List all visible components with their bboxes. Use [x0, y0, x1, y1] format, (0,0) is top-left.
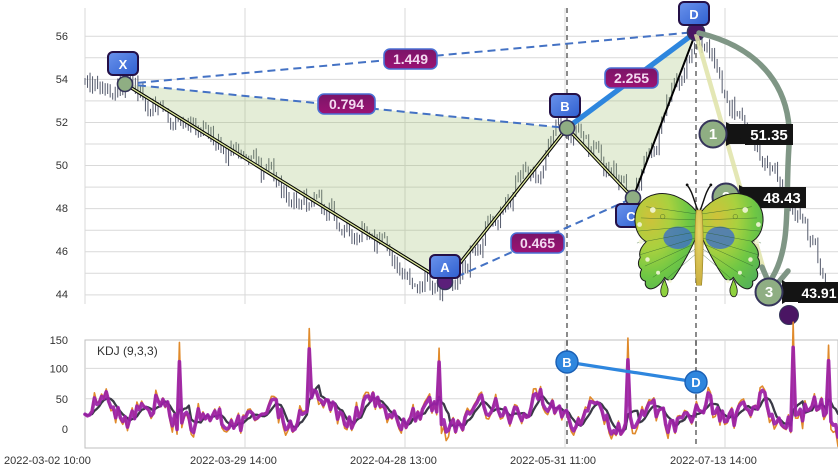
- svg-text:2.255: 2.255: [614, 70, 649, 86]
- svg-text:2022-07-13 14:00: 2022-07-13 14:00: [670, 455, 757, 467]
- svg-text:54: 54: [56, 74, 68, 86]
- svg-text:50: 50: [56, 160, 68, 172]
- svg-text:100: 100: [50, 363, 68, 375]
- svg-text:KDJ (9,3,3): KDJ (9,3,3): [97, 344, 158, 358]
- svg-text:44: 44: [56, 289, 68, 301]
- svg-text:1.449: 1.449: [393, 51, 428, 67]
- svg-text:X: X: [119, 57, 128, 72]
- svg-text:2022-03-02 10:00: 2022-03-02 10:00: [4, 455, 91, 467]
- svg-text:50: 50: [56, 394, 68, 406]
- svg-text:43.91: 43.91: [801, 285, 836, 301]
- svg-text:52: 52: [56, 117, 68, 129]
- svg-text:48: 48: [56, 203, 68, 215]
- svg-text:0.794: 0.794: [329, 96, 364, 112]
- svg-text:D: D: [689, 7, 698, 22]
- svg-text:B: B: [560, 99, 569, 114]
- svg-text:46: 46: [56, 246, 68, 258]
- svg-text:51.35: 51.35: [750, 127, 788, 144]
- svg-text:1: 1: [709, 126, 717, 143]
- svg-text:D: D: [691, 375, 700, 390]
- svg-text:A: A: [440, 260, 450, 275]
- svg-text:B: B: [562, 355, 571, 370]
- svg-text:2022-03-29 14:00: 2022-03-29 14:00: [190, 455, 277, 467]
- svg-text:2022-05-31 11:00: 2022-05-31 11:00: [510, 455, 596, 467]
- svg-text:0.465: 0.465: [520, 235, 555, 251]
- svg-text:0: 0: [62, 424, 68, 436]
- svg-text:48.43: 48.43: [763, 190, 801, 207]
- svg-text:56: 56: [56, 31, 68, 43]
- svg-text:150: 150: [50, 335, 68, 347]
- svg-text:2022-04-28 13:00: 2022-04-28 13:00: [350, 455, 437, 467]
- svg-text:3: 3: [765, 284, 773, 301]
